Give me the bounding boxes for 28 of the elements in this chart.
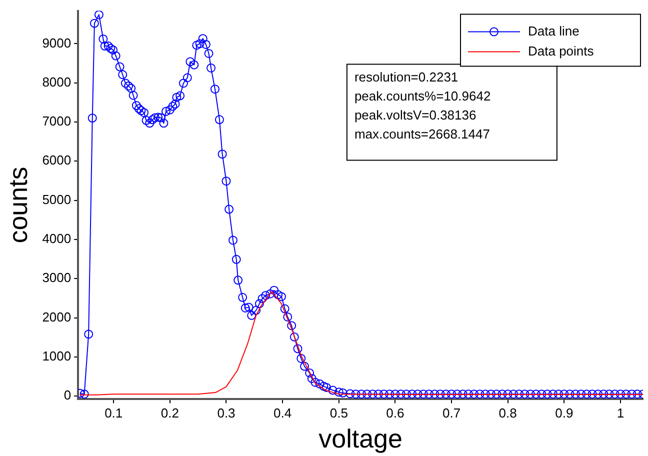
y-tick-label: 3000: [42, 270, 72, 286]
y-tick-label: 8000: [42, 74, 72, 90]
x-tick-label: 0.4: [274, 406, 292, 421]
annotation: peak.voltsV=0.38136: [354, 107, 476, 122]
legend-label: Data line: [528, 23, 580, 38]
x-axis-title: voltage: [318, 424, 402, 454]
x-tick-label: 0.1: [104, 406, 123, 421]
y-tick-label: 6000: [42, 152, 72, 168]
x-tick-label: 0.5: [330, 406, 348, 421]
y-tick-label: 4000: [42, 231, 72, 246]
y-tick-label: 9000: [42, 35, 72, 50]
annotation: max.counts=2668.1447: [354, 126, 490, 142]
y-tick-label: 5000: [42, 192, 72, 207]
x-tick-label: 0.6: [386, 406, 404, 421]
y-tick-label: 1000: [42, 348, 72, 364]
y-tick-label: 0: [64, 388, 72, 403]
annotation: peak.counts%=10.9642: [354, 88, 491, 104]
x-tick-label: 0.2: [160, 406, 179, 421]
y-tick-label: 2000: [42, 309, 72, 324]
y-axis-title: counts: [2, 166, 33, 244]
x-tick-label: 1: [616, 406, 624, 421]
annotation: resolution=0.2231: [354, 69, 458, 84]
x-tick-label: 0.3: [217, 406, 236, 421]
x-tick-label: 0.7: [442, 406, 461, 421]
y-tick-label: 7000: [42, 114, 72, 129]
x-tick-label: 0.8: [498, 406, 517, 421]
x-tick-label: 0.9: [555, 406, 574, 421]
legend-label: Data points: [528, 43, 594, 58]
